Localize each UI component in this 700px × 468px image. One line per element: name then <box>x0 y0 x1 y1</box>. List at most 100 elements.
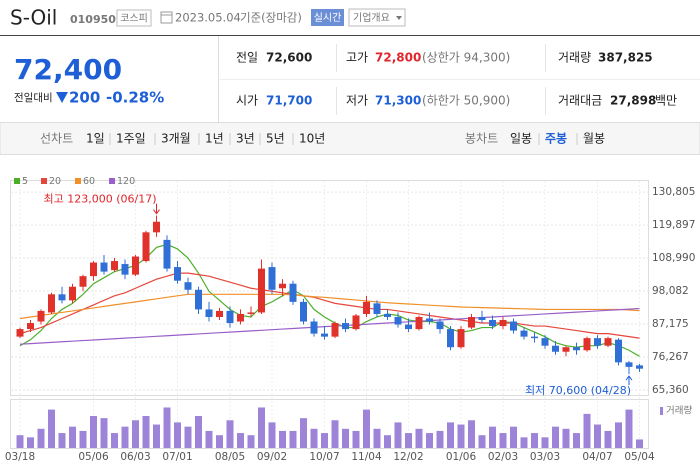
volume-bar <box>48 409 55 448</box>
realtime-badge[interactable] <box>311 9 344 26</box>
x-tick-label: 09/02 <box>257 451 287 463</box>
overview-label[interactable]: 기업개요 <box>353 11 390 24</box>
candle-body <box>216 310 223 317</box>
candle-tab[interactable]: 일봉 <box>510 132 532 146</box>
x-tick-label: 12/02 <box>393 451 423 463</box>
legend-swatch <box>75 178 81 184</box>
candle-body <box>363 301 370 314</box>
market-badge <box>116 9 152 27</box>
period-tab[interactable]: 1년 <box>205 132 224 146</box>
overview-button[interactable] <box>348 8 406 27</box>
realtime-label[interactable]: 실시간 <box>314 12 342 24</box>
candle-body <box>237 313 244 322</box>
candle-body <box>531 336 538 339</box>
legend-swatch <box>109 178 115 184</box>
candle-body <box>594 338 601 346</box>
candle-body <box>142 232 150 262</box>
volume-bar <box>321 433 328 448</box>
label: 거래량 <box>558 51 591 65</box>
candle-body <box>100 262 108 272</box>
legend-label: 20 <box>49 176 61 187</box>
candle-body <box>289 283 297 302</box>
volume-bar <box>552 426 559 448</box>
volume-bar <box>594 424 601 448</box>
volume-bar <box>520 437 528 448</box>
volume-bar <box>90 416 97 448</box>
candle-tab[interactable]: 주봉 <box>545 132 567 146</box>
volume-bar <box>310 428 318 448</box>
x-tick-label: 03/18 <box>5 451 35 463</box>
candle-body <box>562 347 570 352</box>
volume-bar <box>447 422 454 448</box>
volume-legend-swatch <box>660 407 663 415</box>
x-tick-label: 11/04 <box>351 451 382 463</box>
volume-bar <box>468 420 475 448</box>
volume-bar <box>247 435 255 448</box>
volume-bar <box>394 422 402 448</box>
candle-body <box>625 362 633 367</box>
volume-frame <box>10 399 649 449</box>
volume-bar <box>342 428 349 448</box>
label: 시가 <box>236 94 258 108</box>
candle-body <box>268 267 276 290</box>
candle-body <box>79 276 87 287</box>
volume-bar <box>426 433 433 448</box>
volume-bar <box>604 430 612 448</box>
ma-line <box>19 293 640 320</box>
candle-body <box>573 347 580 351</box>
volume-bar <box>541 437 549 448</box>
legend-swatch <box>41 178 47 184</box>
volume-bar <box>373 428 381 448</box>
period-tab[interactable]: 3개월 <box>161 132 191 146</box>
label: 거래대금 <box>558 94 602 108</box>
volume-bar <box>625 409 633 448</box>
x-tick-label: 05/06 <box>78 451 109 463</box>
candle-body <box>331 323 339 337</box>
period-tab[interactable]: 5년 <box>266 132 285 146</box>
volume-bar <box>37 428 45 448</box>
value: 72,600 <box>266 51 312 65</box>
y-tick-label: 65,360 <box>652 384 689 396</box>
volume-bar <box>163 407 171 448</box>
legend-label: 5 <box>22 176 28 187</box>
y-tick-label: 108,990 <box>652 252 695 264</box>
candle-body <box>615 339 622 363</box>
period-tab[interactable]: 1일 <box>86 132 105 146</box>
volume-bar <box>268 422 276 448</box>
candle-body <box>37 310 45 322</box>
volume-bar <box>279 430 286 448</box>
volume-bar <box>174 422 181 448</box>
candle-chart-label: 봉차트 <box>465 132 498 146</box>
high-annotation: 최고 123,000 (06/17) <box>43 193 156 206</box>
limit: (하한가 50,900) <box>422 94 510 108</box>
volume-bar <box>489 426 496 448</box>
candle-body <box>468 316 475 328</box>
candle-body <box>426 318 433 322</box>
candle-body <box>163 239 171 269</box>
volume-bar <box>499 433 507 448</box>
volume-bar <box>226 420 234 448</box>
period-tab[interactable]: 10년 <box>299 132 325 146</box>
y-tick-label: 87,175 <box>652 318 689 330</box>
value: 71,300 <box>375 94 421 108</box>
volume-bar <box>195 416 202 448</box>
volume-bar <box>415 428 423 448</box>
candle-body <box>58 294 66 301</box>
y-tick-label: 76,267 <box>652 351 689 363</box>
volume-bar <box>79 430 87 448</box>
x-tick-label: 07/01 <box>162 451 192 463</box>
candle-body <box>69 286 76 301</box>
x-tick-label: 10/07 <box>309 451 339 463</box>
legend-label: 60 <box>83 176 95 187</box>
y-tick-label: 119,897 <box>652 219 695 231</box>
candle-body <box>457 329 465 348</box>
candle-body <box>132 256 139 275</box>
change-label: 전일대비 <box>14 91 53 104</box>
period-tab[interactable]: 1주일 <box>116 132 146 146</box>
candle-tab[interactable]: 월봉 <box>583 132 605 146</box>
x-tick-label: 04/07 <box>582 451 612 463</box>
volume-bar <box>573 433 580 448</box>
volume-bar <box>384 435 391 448</box>
period-tab[interactable]: 3년 <box>236 132 255 146</box>
candle-body <box>415 316 423 330</box>
